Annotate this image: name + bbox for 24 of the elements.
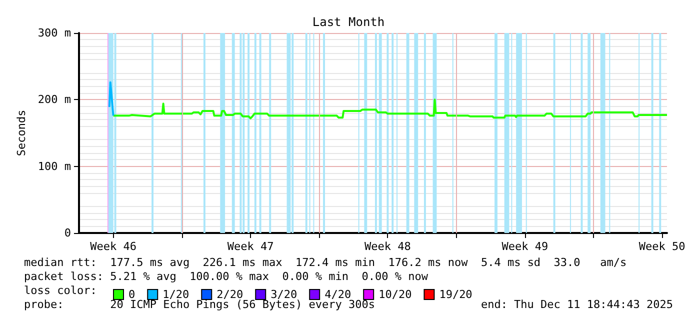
y-tick-label: 300 m bbox=[38, 26, 72, 40]
legend-label: 3/20 bbox=[270, 288, 298, 301]
x-tick-label: Week 47 bbox=[227, 240, 274, 253]
y-axis-title: Seconds bbox=[15, 110, 28, 156]
x-tick-label: Week 48 bbox=[364, 240, 411, 253]
x-tick-label: Week 50 bbox=[638, 240, 686, 253]
text: end: Thu Dec 11 18:44:43 2025 bbox=[480, 298, 674, 311]
text: probe: 20 ICMP Echo Pings (56 Bytes) every 300s bbox=[24, 298, 375, 311]
y-tick-label: 200 m bbox=[38, 93, 72, 106]
legend-label: 0 bbox=[128, 288, 136, 301]
legend-label: 10/20 bbox=[378, 288, 412, 301]
x-tick-label: Week 46 bbox=[90, 240, 136, 253]
text: packet loss: 5.21 % avg 100.00 % max 0.00 % min 0.00 % now bbox=[24, 270, 428, 283]
legend-label: 2/20 bbox=[216, 288, 244, 301]
text: median rtt: 177.5 ms avg 226.1 ms max 172.4 ms min 176.2 ms now 5.4 ms sd 33.0 am/s bbox=[24, 256, 627, 269]
chart-title: Last Month bbox=[312, 15, 385, 29]
legend-label: 1/20 bbox=[162, 288, 190, 301]
line-series bbox=[112, 98, 668, 120]
legend-label: 19/20 bbox=[439, 288, 472, 301]
y-tick-label: 100 m bbox=[38, 160, 72, 173]
y-tick-label: 0 bbox=[64, 226, 72, 240]
legend-title: loss color: bbox=[24, 284, 97, 297]
x-tick-label: Week 49 bbox=[502, 240, 548, 253]
legend-label: 4/20 bbox=[324, 288, 352, 301]
